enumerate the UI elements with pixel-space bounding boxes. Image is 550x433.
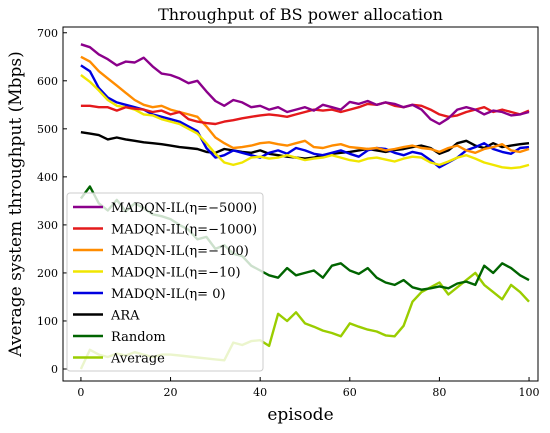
legend-entry: ARA bbox=[110, 309, 140, 324]
x-tick-label: 80 bbox=[432, 386, 446, 399]
y-tick-label: 200 bbox=[37, 267, 58, 280]
series-line bbox=[80, 101, 530, 126]
y-tick-label: 500 bbox=[37, 123, 58, 136]
legend-entry: MADQN-IL(η=−1000) bbox=[111, 223, 257, 238]
series-line bbox=[80, 64, 530, 169]
y-tick-label: 300 bbox=[37, 219, 58, 232]
series-line bbox=[80, 55, 530, 154]
y-tick-label: 600 bbox=[37, 75, 58, 88]
x-tick-label: 20 bbox=[164, 386, 178, 399]
x-tick-label: 40 bbox=[253, 386, 267, 399]
y-axis-label: Average system throughput (Mbps) bbox=[6, 51, 26, 357]
x-axis-label: episode bbox=[267, 405, 333, 425]
legend-entry: Random bbox=[111, 330, 166, 345]
y-axis-ticks: 0 100 200 300 400 500 600 700 bbox=[37, 27, 67, 376]
series-line bbox=[80, 74, 530, 170]
y-tick-label: 700 bbox=[37, 27, 58, 40]
plot-frame bbox=[62, 26, 539, 382]
x-tick-label: 60 bbox=[343, 386, 357, 399]
x-tick-label: 0 bbox=[77, 386, 84, 399]
legend-entry: MADQN-IL(η=−10) bbox=[111, 266, 241, 281]
x-tick-label: 100 bbox=[519, 386, 540, 399]
series-line bbox=[80, 43, 530, 126]
legend-entry: MADQN-IL(η=−100) bbox=[111, 244, 249, 259]
legend-box bbox=[66, 192, 264, 372]
legend: MADQN-IL(η=−5000) MADQN-IL(η=−1000) MADQN-… bbox=[66, 192, 264, 372]
y-tick-label: 0 bbox=[51, 363, 58, 376]
x-axis-ticks: 0 20 40 60 80 100 bbox=[77, 377, 540, 399]
legend-entry: Average bbox=[110, 352, 165, 367]
legend-entry: MADQN-IL(η=−5000) bbox=[111, 201, 257, 216]
chart-title: Throughput of BS power allocation bbox=[158, 5, 443, 24]
legend-entry: MADQN-IL(η= 0) bbox=[111, 287, 226, 302]
y-tick-label: 100 bbox=[37, 315, 58, 328]
y-tick-label: 400 bbox=[37, 171, 58, 184]
